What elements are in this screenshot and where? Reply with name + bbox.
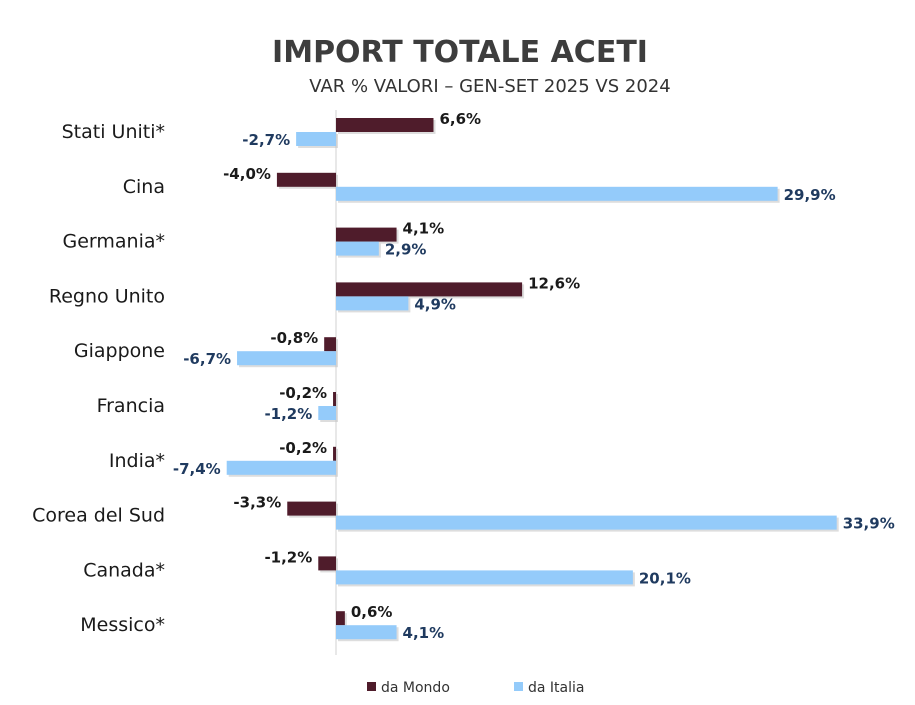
bar-da-italia xyxy=(336,625,397,640)
category-label: Regno Unito xyxy=(49,285,165,307)
bar-da-italia xyxy=(318,406,336,420)
data-label: -0,8% xyxy=(270,329,318,347)
data-label: 0,6% xyxy=(351,603,393,621)
category-label: Canada* xyxy=(83,559,165,581)
chart-subtitle: VAR % VALORI – GEN-SET 2025 VS 2024 xyxy=(309,76,670,97)
bar-da-italia xyxy=(336,515,837,530)
data-label: -0,2% xyxy=(279,439,327,457)
bar-da-italia xyxy=(336,186,778,201)
bar-da-mondo xyxy=(336,118,434,132)
category-label: Stati Uniti* xyxy=(62,121,165,143)
bar-da-mondo xyxy=(333,392,336,406)
bar-da-italia xyxy=(237,351,336,366)
data-label: 6,6% xyxy=(439,110,481,128)
bar-da-italia xyxy=(336,296,409,311)
category-label: Cina xyxy=(123,176,165,198)
data-label: -3,3% xyxy=(233,494,281,512)
bar-da-mondo xyxy=(276,172,336,187)
category-label: Messico* xyxy=(80,614,165,636)
bar-da-italia xyxy=(336,241,379,256)
data-label: -7,4% xyxy=(173,460,221,478)
data-label: -1,2% xyxy=(264,405,312,423)
data-label: 2,9% xyxy=(385,241,427,259)
bar-shadow xyxy=(335,448,338,463)
category-label: Giappone xyxy=(74,340,165,362)
bar-da-italia xyxy=(296,132,336,146)
legend: da Mondo da Italia xyxy=(367,680,584,696)
bar-da-mondo xyxy=(333,446,336,461)
bar-da-mondo xyxy=(336,611,345,626)
category-label: Francia xyxy=(97,395,165,417)
bar-da-mondo xyxy=(324,337,336,352)
data-label: 33,9% xyxy=(843,515,895,533)
data-label: -0,2% xyxy=(279,384,327,402)
legend-label-italia: da Italia xyxy=(528,680,584,696)
data-label: 4,9% xyxy=(414,295,456,313)
bar-da-mondo xyxy=(336,227,397,242)
legend-swatch-mondo xyxy=(367,682,376,691)
data-label: -2,7% xyxy=(242,131,290,149)
bar-da-italia xyxy=(226,460,336,475)
data-label: 20,1% xyxy=(639,569,691,587)
bar-da-mondo xyxy=(336,282,523,297)
bar-shadow xyxy=(335,394,338,408)
legend-swatch-italia xyxy=(514,682,523,691)
category-label: Corea del Sud xyxy=(32,505,165,527)
data-label: 12,6% xyxy=(528,274,580,292)
category-label: India* xyxy=(109,450,165,472)
data-label: -1,2% xyxy=(264,548,312,566)
data-label: 29,9% xyxy=(784,186,836,204)
bar-da-mondo xyxy=(318,556,336,571)
data-label: 4,1% xyxy=(403,624,445,642)
bar-da-italia xyxy=(336,570,633,585)
data-label: 4,1% xyxy=(403,220,445,238)
chart-title: IMPORT TOTALE ACETI xyxy=(272,35,648,70)
data-label: -4,0% xyxy=(223,165,271,183)
category-label: Germania* xyxy=(62,231,165,253)
data-label: -6,7% xyxy=(183,350,231,368)
bar-da-mondo xyxy=(287,501,336,516)
legend-label-mondo: da Mondo xyxy=(381,680,450,696)
